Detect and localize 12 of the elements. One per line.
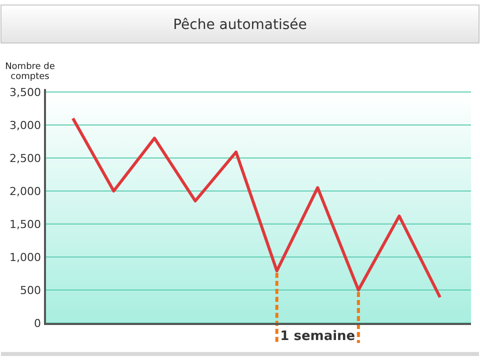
y-tick-label: 3,500 [10,86,41,99]
text: 1 semaine [280,329,356,344]
y-tick-label: 3,000 [10,119,41,132]
y-tick-label: 2,500 [10,152,41,165]
chart-title: Pêche automatisée [173,17,307,33]
y-tick-label: 500 [20,284,41,297]
y-tick-label: 2,000 [10,185,41,198]
line-series [71,116,442,299]
y-tick-label: 1,500 [10,218,41,231]
y-tick-label: 0 [34,317,41,330]
y-tick-label: 1,000 [10,251,41,264]
y-axis-title: Nombre de comptes [5,62,56,82]
